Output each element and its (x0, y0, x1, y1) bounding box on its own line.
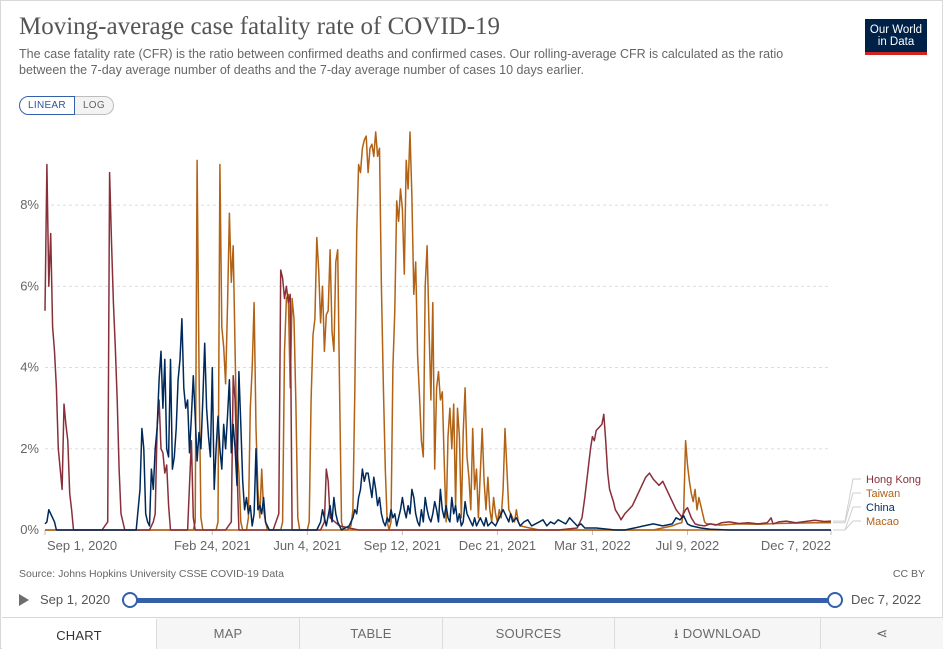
timeline-slider: Sep 1, 2020 Dec 7, 2022 (19, 589, 929, 611)
timeline-end-handle[interactable] (827, 592, 843, 608)
share-button[interactable]: ⋖ (821, 618, 943, 649)
legend-connector (833, 520, 861, 531)
timeline-start-handle[interactable] (122, 592, 138, 608)
timeline-start-label: Sep 1, 2020 (40, 592, 111, 607)
x-tick-label: Jun 4, 2021 (273, 538, 341, 553)
logo-line-2: in Data (877, 36, 915, 48)
share-icon: ⋖ (876, 625, 888, 641)
series-line-taiwan (45, 131, 831, 531)
license-link[interactable]: CC BY (892, 568, 925, 580)
x-tick-label: Sep 1, 2020 (47, 538, 117, 553)
tab-bar: CHART MAP TABLE SOURCES ⭳ DOWNLOAD ⋖ (2, 617, 943, 649)
legend-connector (833, 478, 861, 522)
linear-scale-button[interactable]: LINEAR (19, 96, 75, 115)
x-tick-label: Feb 24, 2021 (174, 538, 251, 553)
legend-label-hong-kong: Hong Kong (866, 474, 921, 486)
download-icon: ⭳ (674, 626, 679, 641)
line-chart: 0% 2% 4% 6% 8% Sep 1, 2020 Feb 24, 2021 Jun 4, … (20, 131, 921, 553)
chart-title: Moving-average case fatality rate of COV… (19, 13, 501, 40)
log-scale-button[interactable]: LOG (74, 96, 114, 115)
tab-chart[interactable]: CHART (2, 618, 157, 649)
legend-label-taiwan: Taiwan (866, 488, 900, 500)
source-note[interactable]: Source: Johns Hopkins University CSSE CO… (19, 568, 284, 580)
download-label: DOWNLOAD (682, 626, 761, 641)
y-tick-label: 4% (20, 360, 39, 375)
tab-download[interactable]: ⭳ DOWNLOAD (615, 618, 821, 649)
x-tick-label: Dec 21, 2021 (459, 538, 536, 553)
tab-table[interactable]: TABLE (300, 618, 443, 649)
owid-logo[interactable]: Our World in Data (865, 19, 927, 55)
x-tick-label: Dec 7, 2022 (761, 538, 831, 553)
y-tick-label: 2% (20, 441, 39, 456)
play-icon[interactable] (19, 594, 29, 606)
legend-label-macao: Macao (866, 516, 899, 528)
series-line-china (44, 318, 831, 531)
x-tick-label: Sep 12, 2021 (364, 538, 441, 553)
timeline-end-label: Dec 7, 2022 (851, 592, 922, 607)
y-tick-label: 6% (20, 278, 39, 293)
tab-map[interactable]: MAP (157, 618, 300, 649)
scale-toggle: LINEAR LOG (19, 96, 114, 115)
logo-line-1: Our World (869, 24, 923, 36)
x-tick-label: Mar 31, 2022 (554, 538, 631, 553)
y-tick-label: 8% (20, 197, 39, 212)
x-tick-label: Jul 9, 2022 (656, 538, 720, 553)
legend-label-china: China (866, 502, 896, 514)
chart-subtitle: The case fatality rate (CFR) is the rati… (19, 47, 784, 77)
series-line-hong-kong (44, 163, 832, 531)
legend-connector (833, 492, 861, 524)
y-tick-label: 0% (20, 522, 39, 537)
tab-sources[interactable]: SOURCES (443, 618, 615, 649)
timeline-track[interactable] (130, 598, 835, 603)
